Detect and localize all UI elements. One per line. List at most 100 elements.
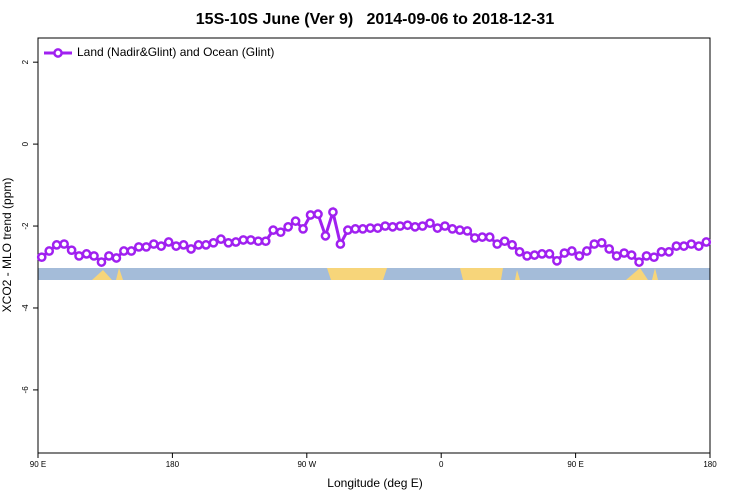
data-point: [679, 241, 689, 251]
data-point: [156, 241, 167, 251]
data-point: [313, 209, 323, 220]
data-point: [357, 224, 368, 234]
data-point: [104, 251, 114, 261]
y-tick-label: -4: [21, 304, 30, 312]
data-point: [537, 249, 547, 259]
data-point: [148, 239, 159, 249]
chart-title: 15S-10S June (Ver 9) 2014-09-06 to 2018-…: [196, 11, 555, 28]
data-point: [298, 224, 308, 234]
data-point: [477, 232, 488, 242]
data-point: [432, 223, 443, 233]
data-point: [581, 246, 592, 256]
land-region: [116, 268, 123, 280]
data-point: [335, 239, 346, 249]
y-tick-label: -2: [21, 222, 30, 230]
data-point: [343, 225, 353, 235]
data-point: [133, 242, 144, 252]
land-region: [460, 268, 503, 280]
data-point: [245, 235, 256, 245]
data-point: [208, 237, 219, 248]
land-ocean-band: [38, 268, 710, 280]
data-point: [574, 251, 585, 261]
data-point: [701, 237, 712, 247]
data-point: [186, 244, 196, 254]
data-point: [492, 239, 503, 249]
data-point: [372, 223, 383, 233]
data-point: [260, 236, 271, 247]
data-point: [81, 249, 92, 259]
data-point: [634, 257, 644, 267]
land-region: [327, 268, 387, 280]
data-point: [514, 246, 525, 257]
data-point: [126, 246, 137, 256]
data-point: [380, 221, 391, 231]
data-point: [559, 248, 570, 258]
data-point: [216, 234, 226, 245]
data-point: [395, 221, 405, 231]
data-point: [74, 251, 84, 261]
data-point: [89, 251, 99, 261]
data-point: [671, 241, 682, 251]
data-point: [567, 246, 577, 256]
data-point: [693, 241, 704, 251]
data-point: [611, 251, 622, 261]
data-point: [111, 253, 122, 263]
x-tick-label: 180: [703, 460, 717, 469]
data-point: [119, 246, 129, 256]
data-point: [44, 246, 55, 256]
x-axis-label: Longitude (deg E): [327, 476, 422, 490]
series-line: [40, 206, 707, 265]
data-point: [417, 221, 428, 231]
data-point: [529, 250, 540, 260]
x-tick-label: 90 E: [30, 460, 46, 469]
data-point: [596, 237, 607, 248]
data-point: [544, 249, 555, 259]
data-point: [320, 231, 331, 241]
data-point: [522, 251, 532, 261]
data-point: [253, 236, 264, 247]
data-point: [552, 256, 562, 266]
data-point: [268, 225, 279, 235]
data-point: [193, 240, 204, 250]
land-region: [652, 268, 658, 280]
data-point: [440, 221, 450, 231]
data-point: [425, 218, 435, 229]
y-tick-label: 2: [21, 59, 30, 64]
data-point: [641, 251, 652, 261]
data-point: [626, 250, 637, 260]
data-point: [51, 240, 62, 250]
data-point: [499, 236, 510, 247]
x-tick-label: 90 W: [297, 460, 316, 469]
data-point: [484, 232, 495, 242]
data-point: [231, 237, 241, 247]
x-tick-label: 90 E: [567, 460, 583, 469]
data-point: [589, 239, 600, 249]
data-point: [66, 245, 77, 256]
data-point: [141, 242, 152, 252]
data-point: [163, 237, 174, 247]
data-point: [469, 233, 480, 243]
data-point: [649, 252, 659, 263]
legend-label: Land (Nadir&Glint) and Ocean (Glint): [77, 45, 274, 59]
land-region: [626, 268, 648, 280]
plot-frame: [37, 37, 711, 454]
data-point: [275, 227, 286, 238]
data-point: [238, 235, 249, 245]
data-point: [462, 226, 473, 236]
data-point: [410, 222, 420, 232]
data-point: [365, 223, 376, 233]
data-point: [455, 225, 465, 235]
data-point: [305, 210, 316, 220]
y-tick-label: -6: [21, 386, 30, 394]
data-point: [223, 237, 234, 248]
data-point: [664, 246, 674, 257]
data-point: [328, 207, 338, 217]
data-point: [283, 222, 293, 232]
legend-marker: [53, 48, 63, 58]
data-point: [171, 241, 181, 251]
data-point: [507, 240, 517, 250]
x-tick-label: 180: [166, 460, 180, 469]
data-point: [201, 240, 211, 250]
land-region: [92, 270, 112, 280]
